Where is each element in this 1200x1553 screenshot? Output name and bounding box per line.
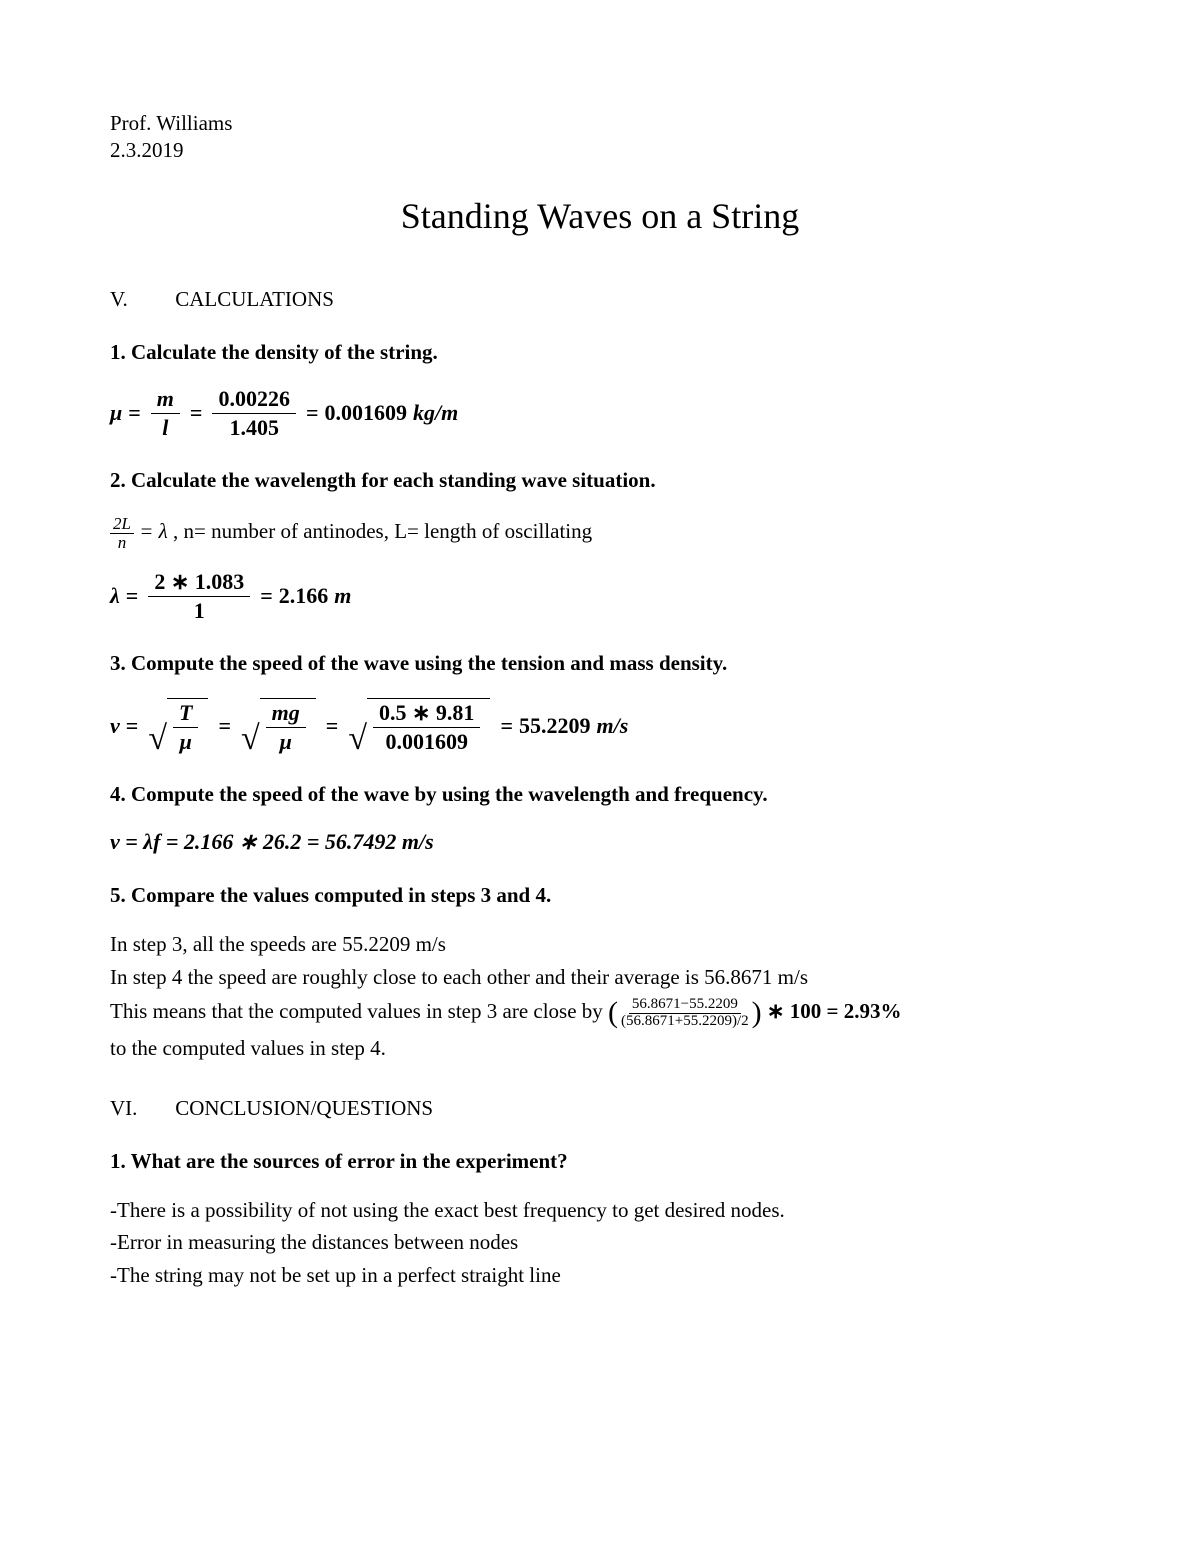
- section-vi-head: VI. CONCLUSION/QUESTIONS: [110, 1096, 1090, 1121]
- den: n: [115, 534, 130, 552]
- result: 55.2209: [519, 713, 591, 739]
- q5-prompt: 5. Compare the values computed in steps …: [110, 883, 1090, 908]
- q4-prompt: 4. Compute the speed of the wave by usin…: [110, 782, 1090, 807]
- q5-line1: In step 3, all the speeds are 55.2209 m/…: [110, 930, 1090, 958]
- sqrt-2: √ mg μ: [241, 698, 316, 754]
- q2-note: , n= number of antinodes, L= length of o…: [173, 519, 592, 543]
- frac: 0.5 ∗ 9.81 0.001609: [373, 701, 480, 754]
- q2-equation: λ = 2 ∗ 1.083 1 = 2.166 m: [110, 570, 1090, 623]
- page-title: Standing Waves on a String: [110, 195, 1090, 237]
- unit: m: [334, 583, 351, 609]
- mu-symbol: μ: [110, 400, 122, 426]
- q2-formula-line: 2L n = λ , n= number of antinodes, L= le…: [110, 515, 1090, 552]
- sqrt-3: √ 0.5 ∗ 9.81 0.001609: [348, 698, 490, 754]
- result: 0.001609: [325, 400, 408, 426]
- lambda: λ: [159, 519, 168, 543]
- date-line: 2.3.2019: [110, 137, 1090, 164]
- den: 0.001609: [379, 728, 474, 754]
- equals: =: [260, 583, 273, 609]
- equals: =: [128, 400, 141, 426]
- section-v-head: V. CALCULATIONS: [110, 287, 1090, 312]
- q5-line3b: ∗ 100 = 2.93%: [767, 999, 902, 1023]
- document-page: Prof. Williams 2.3.2019 Standing Waves o…: [0, 0, 1200, 1353]
- num: 0.5 ∗ 9.81: [373, 701, 480, 728]
- q1-equation: μ = m l = 0.00226 1.405 = 0.001609 kg/m: [110, 387, 1090, 440]
- frac-2L-n: 2L n: [110, 515, 134, 552]
- den: (56.8671+55.2209)/2: [618, 1014, 752, 1030]
- v-symbol: v: [110, 713, 120, 739]
- den: μ: [174, 728, 198, 754]
- header-block: Prof. Williams 2.3.2019: [110, 110, 1090, 165]
- num: mg: [266, 701, 306, 728]
- num: T: [173, 701, 198, 728]
- q6-a3: -The string may not be set up in a perfe…: [110, 1261, 1090, 1289]
- q3-equation: v = √ T μ = √ mg μ = √: [110, 698, 1090, 754]
- den: 1: [188, 597, 211, 623]
- q5-line2: In step 4 the speed are roughly close to…: [110, 963, 1090, 991]
- section-roman: VI.: [110, 1096, 170, 1121]
- unit: kg/m: [413, 400, 458, 426]
- equals: =: [218, 713, 231, 739]
- equals: =: [126, 713, 139, 739]
- den: μ: [274, 728, 298, 754]
- lambda: λ: [110, 583, 120, 609]
- sqrt-1: √ T μ: [148, 698, 208, 754]
- num: 56.8671−55.2209: [629, 997, 741, 1014]
- equals: =: [190, 400, 203, 426]
- q5-line3: This means that the computed values in s…: [110, 995, 1090, 1029]
- q3-prompt: 3. Compute the speed of the wave using t…: [110, 651, 1090, 676]
- num: 0.00226: [212, 387, 296, 414]
- frac-m-l: m l: [151, 387, 180, 440]
- num: m: [151, 387, 180, 414]
- equals: =: [326, 713, 339, 739]
- den: 1.405: [223, 414, 285, 440]
- equals: =: [306, 400, 319, 426]
- frac: T μ: [173, 701, 198, 754]
- frac-values: 0.00226 1.405: [212, 387, 296, 440]
- q5-frac: 56.8671−55.2209 (56.8671+55.2209)/2: [618, 997, 752, 1030]
- result: 2.166: [279, 583, 329, 609]
- equals: =: [500, 713, 513, 739]
- section-roman: V.: [110, 287, 170, 312]
- frac-calc: 2 ∗ 1.083 1: [148, 570, 250, 623]
- q6-a1: -There is a possibility of not using the…: [110, 1196, 1090, 1224]
- section-label: CALCULATIONS: [175, 287, 334, 311]
- q2-prompt: 2. Calculate the wavelength for each sta…: [110, 468, 1090, 493]
- section-label: CONCLUSION/QUESTIONS: [175, 1096, 433, 1120]
- frac: mg μ: [266, 701, 306, 754]
- q6-a2: -Error in measuring the distances betwee…: [110, 1228, 1090, 1256]
- q4-equation: v = λf = 2.166 ∗ 26.2 = 56.7492 m/s: [110, 829, 1090, 855]
- equals: =: [126, 583, 139, 609]
- unit: m/s: [596, 713, 628, 739]
- author-line: Prof. Williams: [110, 110, 1090, 137]
- q5-line3a: This means that the computed values in s…: [110, 999, 608, 1023]
- num: 2L: [110, 515, 134, 534]
- den: l: [156, 414, 174, 440]
- q4-expr: v = λf = 2.166 ∗ 26.2 = 56.7492 m/s: [110, 829, 434, 855]
- num: 2 ∗ 1.083: [148, 570, 250, 597]
- q1-prompt: 1. Calculate the density of the string.: [110, 340, 1090, 365]
- q6-prompt: 1. What are the sources of error in the …: [110, 1149, 1090, 1174]
- q5-line4: to the computed values in step 4.: [110, 1034, 1090, 1062]
